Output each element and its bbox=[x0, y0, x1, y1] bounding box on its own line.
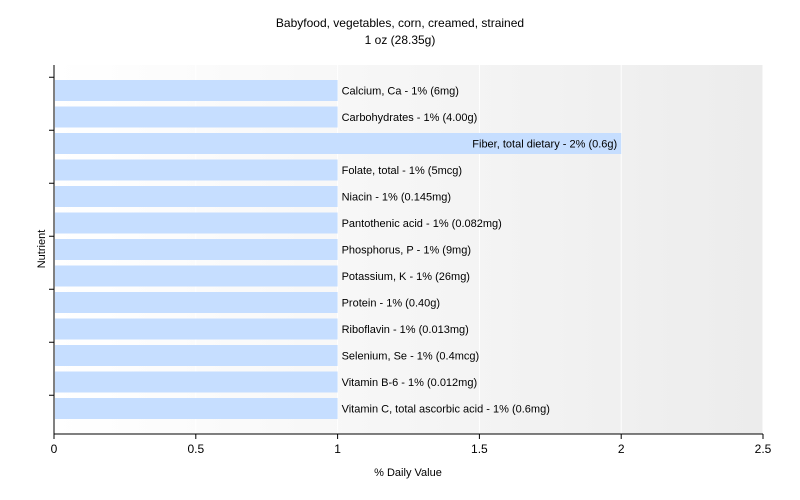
bar bbox=[55, 398, 338, 419]
x-tick-label: 0 bbox=[51, 442, 58, 456]
bar bbox=[55, 265, 338, 287]
bar-value-label: Potassium, K - 1% (26mg) bbox=[342, 271, 470, 283]
bar bbox=[55, 212, 338, 234]
bar-value-label: Niacin - 1% (0.145mg) bbox=[342, 192, 451, 204]
bar-value-label: Phosphorus, P - 1% (9mg) bbox=[342, 245, 471, 257]
x-tick-label: 0.5 bbox=[187, 442, 204, 456]
bar-value-label: Calcium, Ca - 1% (6mg) bbox=[342, 86, 459, 98]
axes-group bbox=[49, 65, 764, 439]
bar-value-label: Folate, total - 1% (5mcg) bbox=[342, 165, 462, 177]
bar bbox=[55, 133, 622, 154]
bar-value-label: Vitamin C, total ascorbic acid - 1% (0.6… bbox=[342, 404, 550, 416]
bar-value-label: Pantothenic acid - 1% (0.082mg) bbox=[342, 218, 502, 230]
bar bbox=[55, 239, 338, 260]
bar-value-label: Vitamin B-6 - 1% (0.012mg) bbox=[342, 377, 478, 389]
x-axis-label: % Daily Value bbox=[374, 467, 442, 479]
y-axis-label: Nutrient bbox=[36, 230, 48, 269]
bar-value-label: Selenium, Se - 1% (0.4mcg) bbox=[342, 351, 480, 363]
bar bbox=[55, 371, 338, 393]
x-tick-label: 1 bbox=[334, 442, 341, 456]
chart-subtitle: 1 oz (28.35g) bbox=[365, 33, 436, 47]
bars-group bbox=[55, 80, 622, 419]
bar-value-label: Fiber, total dietary - 2% (0.6g) bbox=[472, 139, 617, 151]
chart-title: Babyfood, vegetables, corn, creamed, str… bbox=[276, 16, 524, 30]
bar bbox=[55, 292, 338, 313]
bar bbox=[55, 318, 338, 340]
bar bbox=[55, 345, 338, 366]
bar bbox=[55, 106, 338, 128]
bar bbox=[55, 159, 338, 181]
x-tick-label: 2.5 bbox=[755, 442, 772, 456]
x-tick-labels: 0 0.5 1 1.5 2 2.5 bbox=[51, 442, 772, 456]
bar bbox=[55, 186, 338, 207]
bar-value-label: Carbohydrates - 1% (4.00g) bbox=[342, 112, 478, 124]
bar-labels-group: Calcium, Ca - 1% (6mg) Carbohydrates - 1%… bbox=[342, 86, 618, 416]
bar-value-label: Protein - 1% (0.40g) bbox=[342, 298, 440, 310]
x-tick-label: 1.5 bbox=[471, 442, 488, 456]
bar-value-label: Riboflavin - 1% (0.013mg) bbox=[342, 324, 469, 336]
bar bbox=[55, 80, 338, 101]
x-tick-label: 2 bbox=[618, 442, 625, 456]
